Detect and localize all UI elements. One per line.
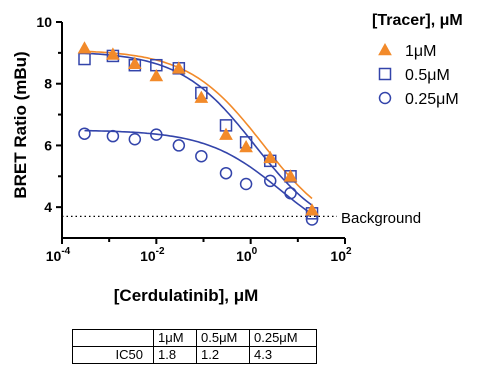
data-point-series-2 xyxy=(195,149,208,163)
legend-title: [Tracer], μM xyxy=(372,12,463,29)
data-point-series-0 xyxy=(194,90,209,103)
table-header-0-25um: 0.25μM xyxy=(249,329,317,347)
axes: 4 6 8 10 10-4 10-2 100 102 xyxy=(36,14,352,264)
data-point-series-0 xyxy=(305,203,319,216)
ic50-value-0-25um: 4.3 xyxy=(249,346,317,364)
data-point-series-2 xyxy=(106,129,120,143)
data-point-series-0 xyxy=(171,61,186,74)
x-tick-label: 10-4 xyxy=(46,246,71,264)
table-corner-cell xyxy=(72,329,154,347)
data-point-series-0 xyxy=(263,150,278,164)
legend-marker-1 xyxy=(378,67,392,81)
fit-curve-0 xyxy=(84,50,313,200)
y-tick-label: 4 xyxy=(44,199,52,215)
y-tick-label: 10 xyxy=(36,14,52,30)
data-point-series-2 xyxy=(172,139,186,152)
data-point-series-0 xyxy=(149,68,164,82)
data-point-series-0 xyxy=(239,139,253,153)
data-point-series-2 xyxy=(219,166,233,180)
table-header-row: 1μM 0.5μM 0.25μM xyxy=(72,329,317,347)
legend-marker-2 xyxy=(378,91,392,105)
data-point-series-0 xyxy=(77,41,92,54)
data-point-series-0 xyxy=(127,56,142,69)
legend-label-2: 0.25μM xyxy=(405,91,459,108)
reference-line-label: Background xyxy=(341,210,421,227)
x-tick-label: 102 xyxy=(330,246,352,264)
table-header-0-5um: 0.5μM xyxy=(196,329,250,347)
table-row: IC50 1.8 1.2 4.3 xyxy=(72,346,317,364)
data-point-series-2 xyxy=(284,187,297,200)
legend-marker-0 xyxy=(378,42,392,56)
data-point-series-2 xyxy=(78,127,91,140)
x-axis-title: [Cerdulatinib], μM xyxy=(114,286,259,305)
x-tick-label: 100 xyxy=(236,246,258,264)
x-tick-label: 10-2 xyxy=(140,246,165,264)
ic50-value-1um: 1.8 xyxy=(153,346,197,364)
table-row-label: IC50 xyxy=(72,346,154,364)
ic50-table: 1μM 0.5μM 0.25μM IC50 1.8 1.2 4.3 xyxy=(72,329,317,364)
data-point-series-0 xyxy=(283,169,298,182)
legend-label-0: 1μM xyxy=(405,43,436,60)
y-axis-title: BRET Ratio (mBu) xyxy=(11,51,30,198)
legend: 1μM 0.5μM 0.25μM xyxy=(378,42,459,108)
data-point-series-0 xyxy=(219,127,233,140)
fit-curve-1 xyxy=(84,52,313,206)
plot-area xyxy=(62,41,337,226)
data-point-series-0 xyxy=(106,47,120,60)
data-point-series-2 xyxy=(239,177,253,191)
table-header-1um: 1μM xyxy=(153,329,197,347)
data-point-series-2 xyxy=(128,133,142,146)
bret-chart: 4 6 8 10 10-4 10-2 100 102 BRET Ratio (mBu) [Ce… xyxy=(11,12,463,305)
data-point-series-1 xyxy=(78,52,91,66)
legend-label-1: 0.5μM xyxy=(405,67,450,84)
data-point-series-2 xyxy=(150,128,163,141)
ic50-value-0-5um: 1.2 xyxy=(196,346,250,364)
data-point-series-2 xyxy=(263,174,277,188)
y-tick-label: 8 xyxy=(44,76,52,92)
y-tick-label: 6 xyxy=(44,137,52,153)
